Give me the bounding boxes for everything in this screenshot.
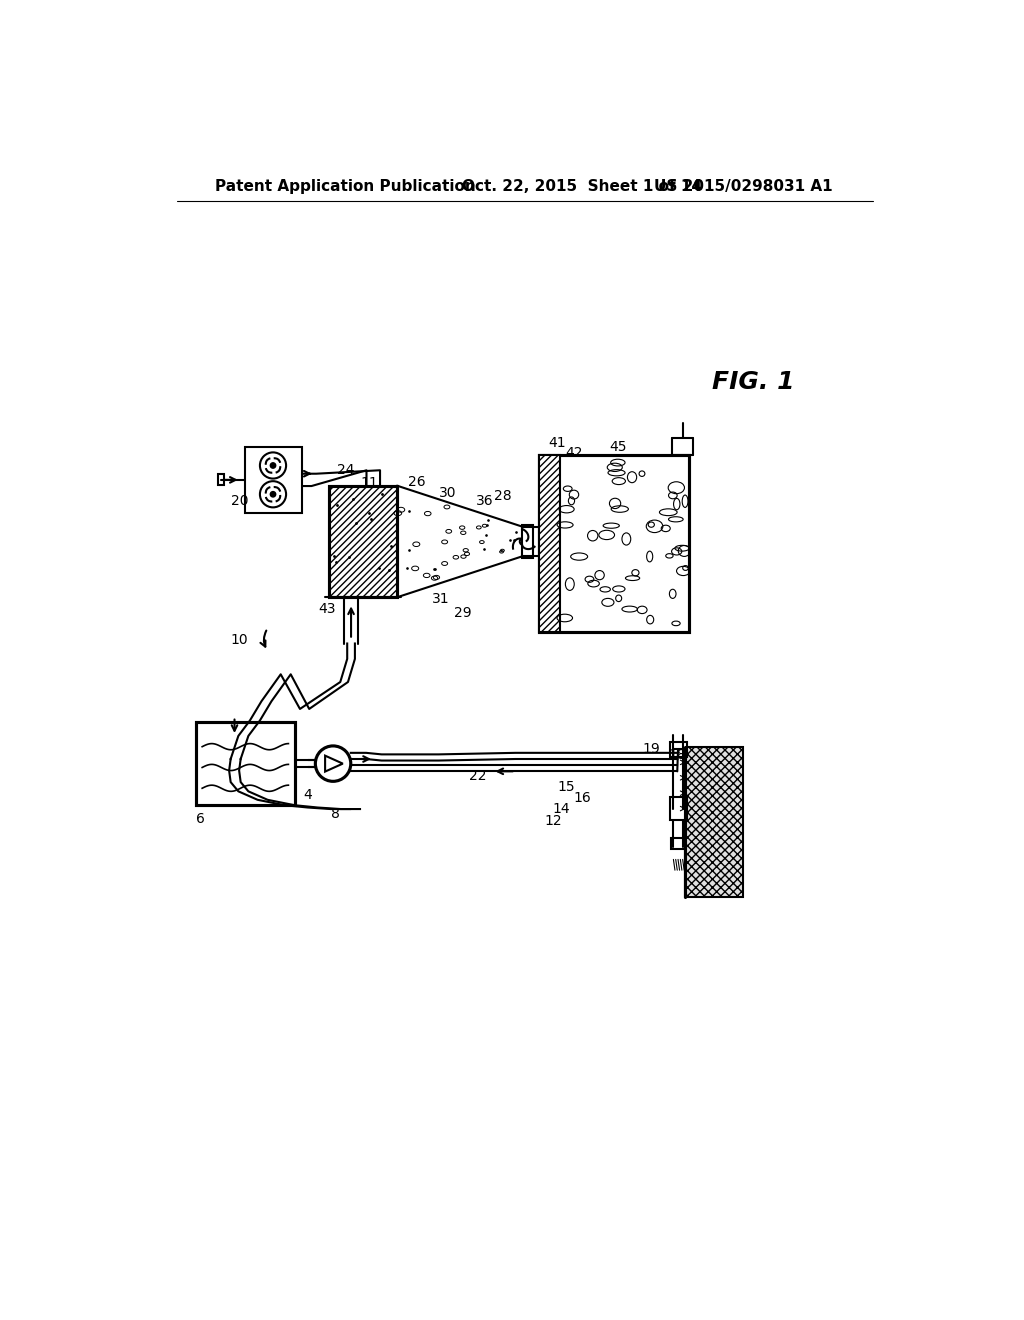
Text: 22: 22 bbox=[469, 770, 486, 783]
Text: 36: 36 bbox=[475, 494, 494, 508]
Text: Oct. 22, 2015  Sheet 1 of 14: Oct. 22, 2015 Sheet 1 of 14 bbox=[462, 180, 701, 194]
Text: 14: 14 bbox=[553, 803, 570, 816]
Circle shape bbox=[270, 491, 275, 496]
Text: 31: 31 bbox=[432, 591, 450, 606]
Circle shape bbox=[270, 463, 275, 469]
Text: 41: 41 bbox=[549, 437, 566, 450]
Bar bbox=[196, 722, 295, 805]
Text: 24: 24 bbox=[337, 463, 354, 478]
Text: 12: 12 bbox=[544, 813, 562, 828]
Text: 4: 4 bbox=[304, 788, 312, 803]
Text: 16: 16 bbox=[573, 791, 591, 804]
Bar bbox=[521, 524, 532, 558]
Bar bbox=[670, 797, 686, 820]
Text: 11: 11 bbox=[360, 477, 378, 490]
Bar bbox=[539, 455, 560, 632]
Bar bbox=[217, 474, 223, 486]
Text: 42: 42 bbox=[565, 446, 583, 459]
Text: 19: 19 bbox=[643, 742, 660, 756]
Circle shape bbox=[315, 746, 351, 781]
Text: 10: 10 bbox=[230, 632, 248, 647]
Text: 6: 6 bbox=[196, 812, 205, 826]
Bar bbox=[671, 838, 685, 849]
Text: 30: 30 bbox=[438, 486, 456, 500]
Text: 20: 20 bbox=[230, 494, 248, 508]
Text: 8: 8 bbox=[331, 808, 340, 821]
Text: FIG. 1: FIG. 1 bbox=[712, 370, 795, 393]
Bar bbox=[330, 486, 397, 598]
Text: US 2015/0298031 A1: US 2015/0298031 A1 bbox=[654, 180, 833, 194]
Text: 18: 18 bbox=[668, 748, 686, 762]
Bar bbox=[670, 742, 687, 756]
Text: 28: 28 bbox=[494, 488, 512, 503]
Text: 15: 15 bbox=[558, 780, 575, 795]
Bar bbox=[685, 747, 742, 898]
Text: 26: 26 bbox=[408, 475, 425, 488]
Text: 45: 45 bbox=[609, 440, 627, 454]
Text: 29: 29 bbox=[454, 606, 472, 619]
Bar bbox=[539, 455, 689, 632]
Text: 43: 43 bbox=[318, 602, 336, 616]
Bar bbox=[245, 447, 302, 512]
Text: Patent Application Publication: Patent Application Publication bbox=[215, 180, 476, 194]
Circle shape bbox=[520, 539, 526, 545]
